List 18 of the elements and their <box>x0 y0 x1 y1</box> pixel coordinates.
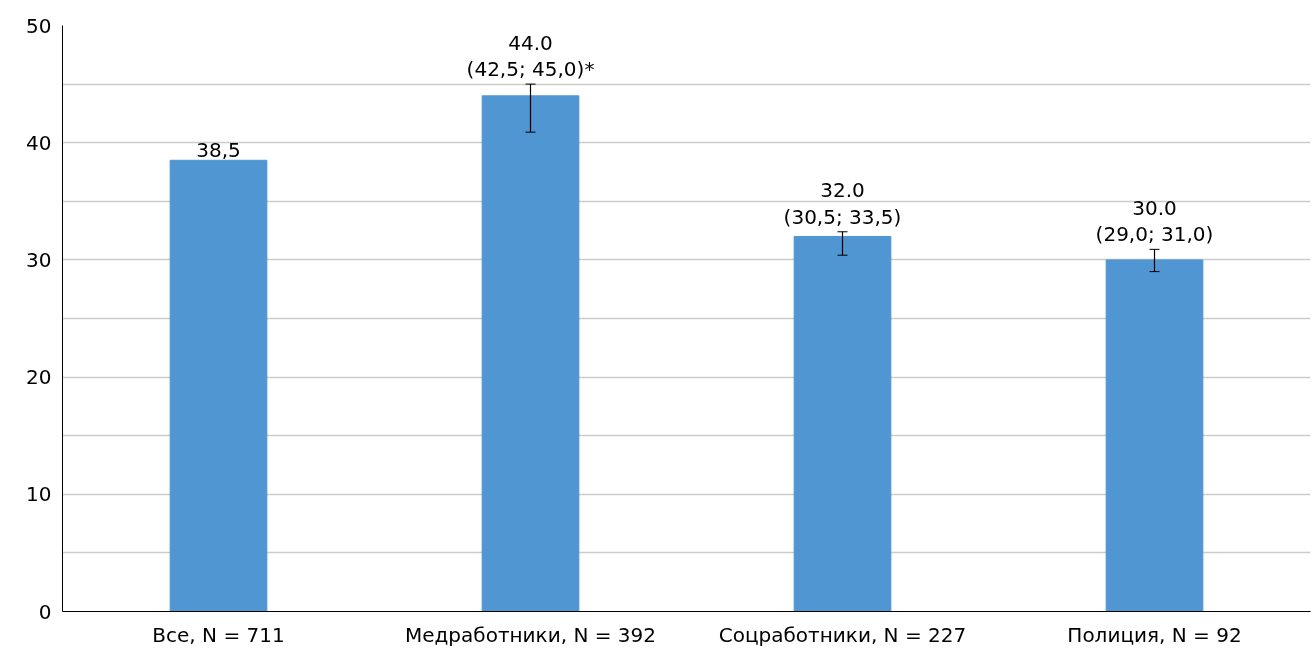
x-tick-label: Полиция, N = 92 <box>1067 622 1242 647</box>
y-tick-label: 10 <box>26 482 52 507</box>
x-tick-label: Соцработники, N = 227 <box>718 622 967 647</box>
y-tick-label: 0 <box>38 599 52 624</box>
y-tick-label: 30 <box>26 247 52 272</box>
bar <box>481 95 580 612</box>
y-tick-label: 40 <box>26 130 52 155</box>
y-tick-label: 20 <box>26 365 52 390</box>
data-label: 44.0 (42,5; 45,0)* <box>466 30 595 82</box>
y-tick-label: 50 <box>26 13 52 38</box>
x-tick-label: Все, N = 711 <box>152 622 285 647</box>
bar <box>169 159 268 612</box>
x-tick-label: Медработники, N = 392 <box>404 622 657 647</box>
data-label: 38,5 <box>196 138 241 163</box>
data-label: 32.0 (30,5; 33,5) <box>783 178 902 229</box>
data-label: 30.0 (29,0; 31,0) <box>1095 195 1214 247</box>
bar <box>1105 259 1204 612</box>
bar <box>793 235 892 612</box>
